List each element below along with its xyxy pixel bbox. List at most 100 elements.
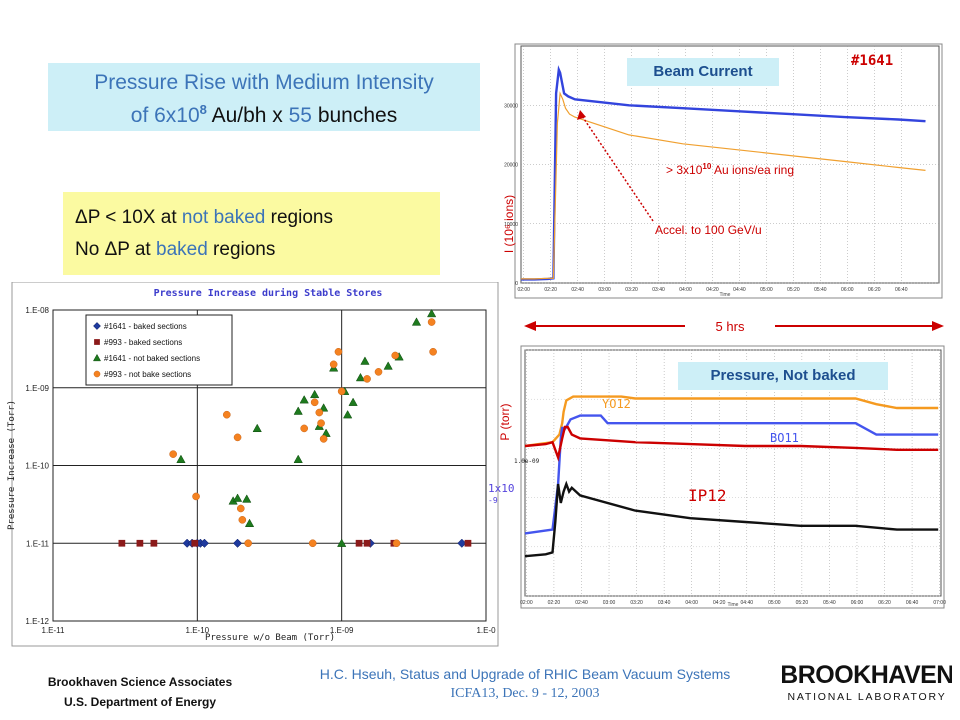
beam-x-tick: 05:20 (787, 287, 800, 293)
scatter-x-tick: 1.E-11 (42, 626, 66, 635)
title-line-1: Pressure Rise with Medium Intensity (94, 71, 434, 94)
scatter-point-series-3 (392, 539, 401, 548)
logo-wordmark: BROOKHAVEN (782, 661, 952, 689)
beam-x-tick: 04:40 (733, 287, 746, 293)
scatter-point-series-3 (244, 539, 252, 548)
scatter-title: Pressure Increase during Stable Stores (154, 287, 383, 299)
beam-x-tick: 02:00 (517, 287, 530, 293)
scatter-point-series-3 (334, 347, 343, 356)
scatter-point-series-1 (136, 539, 144, 547)
scatter-point-series-1 (118, 539, 126, 547)
title-line-2-post: bunches (311, 104, 398, 127)
scatter-y-tick: 1.E-09 (25, 384, 49, 393)
intensity-pre: > 3x10 (666, 163, 703, 177)
slide-title: Pressure Rise with Medium Intensity of 6… (48, 63, 480, 131)
footer-organization: Brookhaven Science Associates U.S. Depar… (20, 672, 260, 712)
beam-x-tick: 02:40 (571, 287, 584, 293)
scatter-point-series-3 (169, 450, 177, 458)
scatter-point-series-3 (308, 539, 317, 548)
note-1-highlight: not baked (181, 207, 266, 228)
scatter-x-tick: 1.E-09 (330, 626, 354, 635)
scatter-point-series-2 (348, 397, 358, 406)
beam-x-tick: 05:40 (814, 287, 827, 293)
scatter-point-series-2 (355, 372, 366, 382)
beam-current-tag: Beam Current (627, 58, 779, 86)
scatter-chart-frame (11, 282, 499, 647)
scatter-point-series-2 (310, 389, 320, 399)
scatter-point-series-3 (238, 516, 247, 524)
scatter-point-series-2 (383, 361, 393, 370)
scatter-y-label: Pressure Increase (Torr) (7, 400, 17, 530)
note-line-1: ΔP < 10X at not baked regions (75, 202, 428, 234)
beam-y-tick: 0 (515, 281, 518, 287)
pressure-x-tick: 02:20 (548, 600, 561, 606)
intensity-post: Au ions/ea ring (711, 163, 794, 177)
accel-annotation: Accel. to 100 GeV/u (655, 223, 762, 237)
scatter-point-series-3 (363, 375, 371, 383)
note-line-2: No ΔP at baked regions (75, 234, 428, 266)
scatter-point-series-3 (429, 347, 437, 356)
scatter-point-series-1 (150, 539, 158, 547)
note-2-highlight: baked (156, 239, 208, 260)
note-2-pre: No ΔP at (75, 239, 156, 260)
pressure-x-tick: 05:20 (796, 600, 809, 606)
span-label: 5 hrs (716, 319, 745, 334)
beam-y-tick: 10000 (504, 222, 518, 228)
footer-org-1: Brookhaven Science Associates (47, 675, 233, 689)
scatter-x-label: Pressure w/o Beam (Torr) (205, 633, 335, 643)
scatter-point-series-3 (427, 318, 436, 326)
brookhaven-logo: BROOKHAVEN NATIONAL LABORATORY (782, 661, 952, 703)
pressure-x-tick: 04:40 (741, 600, 754, 606)
series-label-bo11: BO11 (770, 431, 799, 445)
pressure-x-tick: 07:00 (933, 600, 946, 606)
scatter-point-series-3 (317, 419, 325, 428)
beam-x-tick: 02:20 (544, 287, 557, 293)
scatter-point-series-0 (199, 538, 209, 548)
pressure-line-series-3 (524, 480, 939, 558)
scatter-point-series-2 (244, 518, 255, 528)
pressure-x-tick: 06:40 (906, 600, 919, 606)
pressure-y-label: P (torr) (498, 403, 512, 440)
legend-entry: #1641 - not baked sections (104, 354, 200, 363)
scatter-legend-box (85, 314, 233, 386)
scatter-y-tick: 1.E-11 (26, 539, 50, 548)
pressure-ref-label: 1x10 -9 (488, 482, 515, 505)
pressure-x-tick: 05:00 (768, 600, 781, 606)
scatter-chart: Pressure Increase during Stable Stores 1… (7, 282, 499, 647)
scatter-y-tick: 1.E-12 (25, 617, 49, 626)
legend-marker (94, 339, 100, 345)
time-span-indicator: 5 hrs (524, 319, 944, 334)
scatter-y-tick: 1.E-08 (25, 306, 49, 315)
span-arrow-left (524, 321, 536, 331)
pressure-x-tick: 04:20 (713, 600, 726, 606)
legend-entry: #993 - baked sections (104, 338, 182, 347)
beam-x-tick: 03:00 (598, 287, 611, 293)
scatter-point-series-3 (222, 410, 231, 419)
scatter-point-series-3 (300, 424, 309, 433)
beam-x-tick: 06:00 (841, 287, 854, 293)
span-arrow-right (932, 321, 944, 331)
beam-current-chart: 02:00 02:20 02:40 03:00 03:20 03:40 04:00 04:20… (502, 43, 943, 299)
legend-entry: #993 - not bake sections (104, 370, 191, 379)
scatter-point-series-2 (232, 493, 243, 502)
beam-chart-frame (514, 43, 943, 299)
pressure-y-tick: 1.0e-09 (514, 458, 540, 465)
scatter-tick-labels: 1.E-11 1.E-10 1.E-09 1.E-0 1.E-08 1.E-09 1.E-1… (25, 306, 496, 635)
scatter-points (118, 308, 472, 548)
scatter-point-series-2 (337, 538, 347, 547)
scatter-point-series-2 (293, 454, 303, 463)
beam-x-tick: 04:20 (706, 287, 719, 293)
footer-event: ICFA13, Dec. 9 - 12, 2003 (450, 686, 600, 701)
intensity-sup: 10 (702, 162, 711, 171)
beam-x-label: Time (720, 292, 731, 298)
scatter-point-series-3 (310, 398, 319, 407)
scatter-point-series-3 (192, 492, 200, 501)
scatter-point-series-2 (360, 356, 370, 365)
scatter-point-series-1 (191, 539, 199, 547)
pressure-x-tick: 02:40 (575, 600, 588, 606)
scatter-point-series-3 (391, 351, 400, 360)
scatter-point-series-2 (319, 403, 329, 412)
beam-tick-labels: 02:00 02:20 02:40 03:00 03:20 03:40 04:00 04:20… (504, 103, 908, 293)
series-label-ip12: IP12 (688, 486, 727, 505)
scatter-x-tick: 1.E-0 (476, 626, 496, 635)
